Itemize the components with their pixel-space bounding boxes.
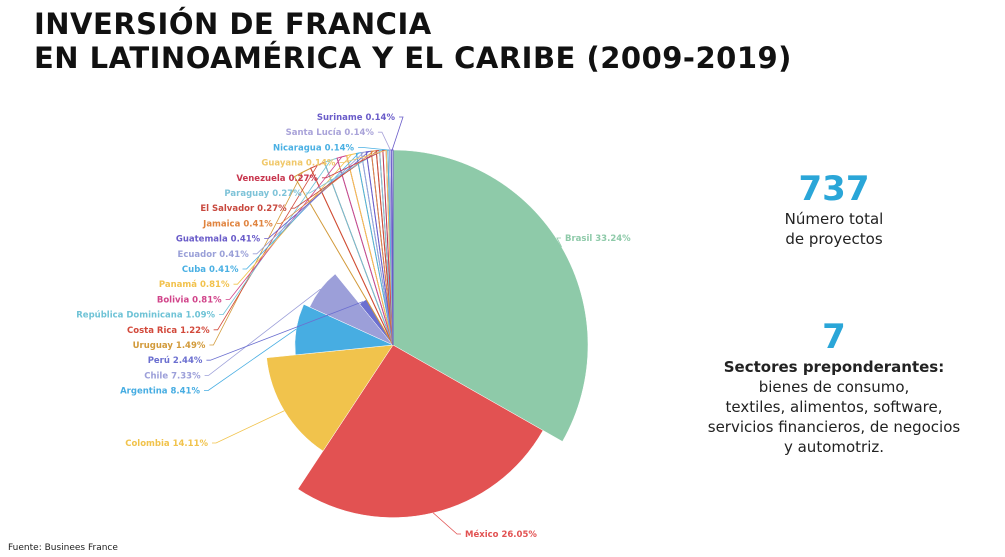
slice-name: Santa Lucía [286,128,342,138]
leader-line [204,288,321,376]
slice-name: El Salvador [200,204,255,214]
slice-label: Suriname 0.14% [317,113,396,123]
slice-label: Colombia 14.11% [125,439,208,449]
slice-value: 0.27% [288,174,318,184]
leader-line [219,159,332,316]
slice-label: Venezuela 0.27% [236,174,318,184]
pie-slice [390,149,394,346]
slice-value: 0.14% [344,128,374,138]
slice-name: Guatemala [176,235,228,245]
stat-line: servicios financieros, de negocios [708,418,961,436]
slice-value: 33.24% [595,234,631,244]
slice-label: El Salvador 0.27% [200,204,287,214]
leader-line [432,512,461,535]
leader-line [358,146,389,151]
pie-slice [294,304,394,356]
slice-label: Guayana 0.14% [261,159,336,169]
slice-name: Argentina [120,387,168,397]
leader-line [204,328,297,392]
slice-name: Panamá [159,280,197,290]
leader-line [321,149,385,179]
slice-label: República Dominicana 1.09% [76,311,215,321]
slice-value: 7.33% [171,371,201,381]
slice-label: Bolivia 0.81% [157,295,222,305]
leader-line [225,156,343,300]
slice-name: Ecuador [178,250,218,260]
slice-value: 1.09% [186,311,216,321]
pie-slice [392,149,589,442]
leader-line [212,410,285,444]
slice-value: 8.41% [171,387,201,397]
slice-value: 14.11% [173,439,209,449]
slice-label: Uruguay 1.49% [133,341,206,351]
stat-line: y automotriz. [784,438,884,456]
slice-name: Paraguay [224,189,269,199]
slice-label: México 26.05% [465,529,537,540]
slice-name: México [465,529,499,540]
slice-name: Guayana [261,159,303,169]
slice-value: 0.41% [231,235,261,245]
slice-value: 0.41% [219,250,249,260]
slice-name: Cuba [182,265,206,275]
slice-value: 0.41% [209,265,239,275]
slice-value: 2.44% [173,356,203,366]
slice-label: Brasil 33.24% [565,234,631,244]
leader-line [391,116,404,151]
slice-name: Colombia [125,439,170,449]
slice-value: 0.27% [272,189,302,199]
slice-label: Chile 7.33% [144,371,201,381]
slice-value: 1.22% [180,326,210,336]
stat-number: 737 [799,169,870,209]
leader-line [213,165,318,331]
slice-name: Perú [148,356,170,366]
slice-label: Ecuador 0.41% [178,250,250,260]
leader-line [339,149,388,164]
slice-name: Nicaragua [273,143,322,153]
slice-value: 26.05% [501,530,537,540]
leader-line [377,131,391,151]
slice-label: Argentina 8.41% [120,387,200,397]
slice-label: Guatemala 0.41% [176,235,261,245]
slice-value: 0.81% [192,295,222,305]
slice-name: Brasil [565,234,592,244]
slice-label: Perú 2.44% [148,356,203,366]
title-line: EN LATINOAMÉRICA Y EL CARIBE (2009-2019) [34,41,792,75]
slice-name: Uruguay [133,341,174,351]
slice-label: Jamaica 0.41% [202,219,273,229]
stat-line: Sectores preponderantes: [724,358,944,376]
source: Fuente: Businees France [8,543,118,553]
slice-value: 0.14% [306,159,336,169]
leader-line [206,301,364,361]
slice-label: Cuba 0.41% [182,265,239,275]
slice-name: Costa Rica [127,326,177,336]
stat-number: 7 [822,317,846,357]
slice-name: Bolivia [157,295,190,305]
stat-line: bienes de consumo, [759,378,910,396]
slice-label: Panamá 0.81% [159,280,230,290]
slice-value: 0.41% [243,219,273,229]
slice-value: 0.81% [200,280,230,290]
slice-value: 0.14% [325,143,355,153]
leader-line [209,172,303,346]
slice-name: Suriname [317,113,363,123]
stat-line: textiles, alimentos, software, [726,398,943,416]
slice-value: 0.27% [257,204,287,214]
title-line: INVERSIÓN DE FRANCIA [34,7,432,41]
leader-line [290,150,379,209]
slice-name: Venezuela [236,174,285,184]
slice-value: 1.49% [176,341,206,351]
leader-line [556,237,562,248]
stat-line: de proyectos [785,230,882,248]
slice-name: Chile [144,371,168,381]
slice-label: Paraguay 0.27% [224,189,302,199]
slice-label: Santa Lucía 0.14% [286,128,375,138]
slice-name: República Dominicana [76,311,183,321]
leader-line [305,150,382,194]
slice-label: Nicaragua 0.14% [273,143,355,153]
stat-line: Número total [785,210,884,228]
slice-name: Jamaica [202,219,240,229]
slice-label: Costa Rica 1.22% [127,326,210,336]
slice-value: 0.14% [366,113,396,123]
